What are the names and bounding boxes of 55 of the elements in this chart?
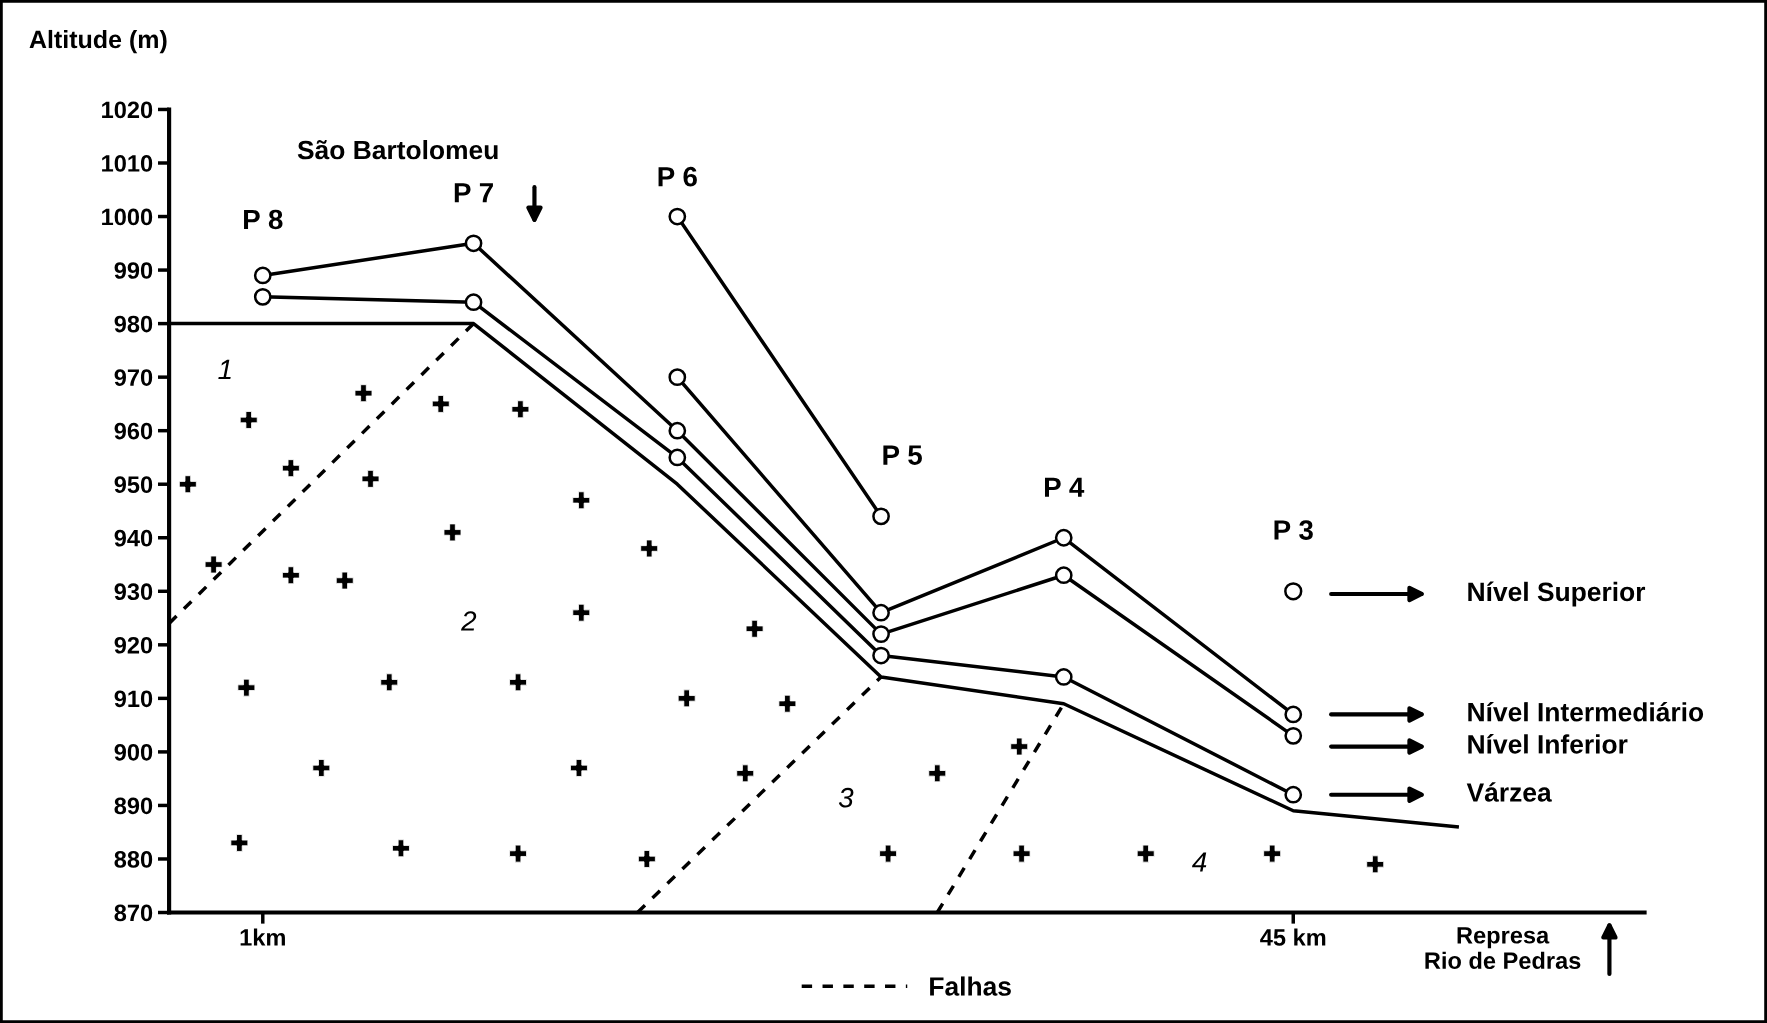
point — [1054, 566, 1073, 585]
y-tick-label: 980 — [114, 315, 153, 333]
point — [668, 207, 687, 226]
annotation: P 5 — [883, 445, 922, 465]
y-tick-label: 1000 — [102, 208, 153, 226]
legend-label: Falhas — [930, 976, 1011, 996]
point — [464, 293, 483, 312]
annotation: Nível Inferior — [1468, 734, 1628, 754]
point — [253, 287, 272, 306]
point — [872, 625, 890, 644]
annotation: 1 — [218, 359, 231, 379]
point — [464, 234, 483, 253]
point — [872, 646, 890, 665]
annotation: Várzea — [1466, 782, 1552, 802]
y-tick-label: 1010 — [102, 155, 153, 172]
point — [1284, 726, 1303, 745]
point — [1284, 705, 1303, 724]
y-tick-label: 870 — [114, 904, 153, 922]
point — [668, 421, 687, 440]
annotation: Nível Intermediário — [1468, 701, 1704, 722]
point — [1284, 582, 1303, 601]
y-tick-label: 920 — [114, 636, 153, 654]
point — [668, 368, 687, 387]
point — [668, 448, 687, 467]
x-tick-label: 45 km — [1260, 928, 1326, 946]
y-tick-label: 960 — [114, 422, 153, 440]
y-tick-label: 990 — [114, 262, 153, 279]
annotation: P 7 — [454, 183, 493, 203]
x-tick-label: 1km — [240, 928, 285, 946]
y-tick-label: 880 — [114, 851, 153, 868]
y-tick-label: 910 — [114, 690, 153, 708]
y-tick-label: 930 — [114, 583, 153, 601]
y-tick-label: 900 — [114, 743, 153, 761]
point — [1284, 785, 1303, 804]
y-tick-label: 940 — [114, 529, 153, 547]
text: Represa Rio de Pedras — [1425, 927, 1581, 970]
y-axis-title: Altitude (m) — [29, 29, 167, 54]
point — [872, 603, 890, 622]
annotation: P 8 — [244, 209, 283, 230]
annotation: 3 — [838, 787, 854, 808]
y-tick-label: 950 — [114, 476, 153, 494]
annotation: P 4 — [1044, 477, 1085, 497]
annotation: Nível Superior — [1468, 581, 1646, 607]
point — [1054, 528, 1073, 547]
y-tick-label: 1020 — [102, 101, 153, 119]
annotation: 2 — [460, 611, 477, 631]
annotation: P 6 — [658, 166, 697, 187]
annotation: 4 — [1192, 852, 1207, 872]
point — [253, 266, 272, 285]
y-tick-label: 970 — [114, 369, 153, 386]
point — [872, 507, 890, 526]
annotation: São Bartolomeu — [297, 139, 498, 160]
y-tick-label: 890 — [114, 797, 153, 815]
annotation: P 3 — [1274, 520, 1313, 540]
point — [1054, 668, 1073, 686]
